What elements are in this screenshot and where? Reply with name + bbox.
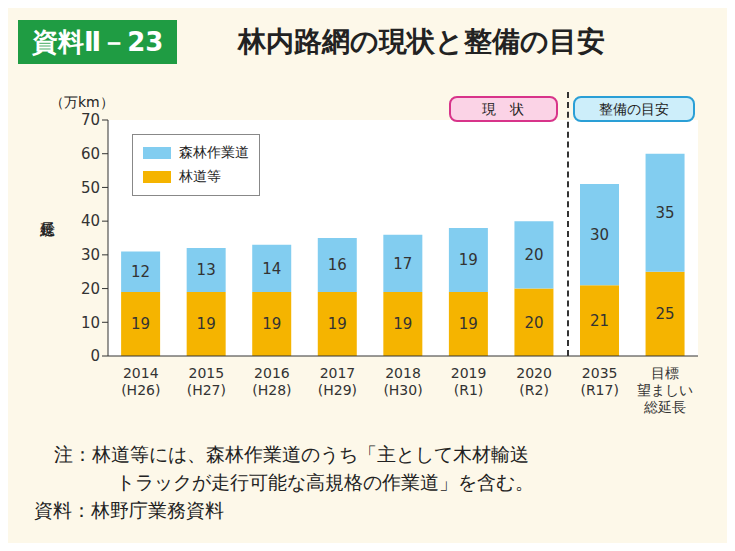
svg-text:総延長: 総延長 bbox=[643, 399, 686, 415]
html-text:トラックが走行可能な高規格の作業道」を含む。: トラックが走行可能な高規格の作業道」を含む。 bbox=[116, 471, 534, 493]
svg-text:2015: 2015 bbox=[189, 365, 225, 381]
svg-text:30: 30 bbox=[590, 226, 609, 244]
svg-text:(R2): (R2) bbox=[519, 382, 549, 398]
svg-text:(R1): (R1) bbox=[454, 382, 484, 398]
html-text:現 状: 現 状 bbox=[482, 101, 525, 117]
svg-text:35: 35 bbox=[656, 204, 675, 222]
svg-text:2019: 2019 bbox=[451, 365, 487, 381]
svg-text:30: 30 bbox=[81, 246, 100, 264]
html-text:整備の目安: 整備の目安 bbox=[599, 101, 670, 117]
html-text:資料：林野庁業務資料: 資料：林野庁業務資料 bbox=[34, 499, 224, 521]
svg-text:70: 70 bbox=[81, 111, 100, 129]
html-text:資料Ⅱ－23: 資料Ⅱ－23 bbox=[32, 27, 164, 57]
svg-text:(R17): (R17) bbox=[580, 382, 618, 398]
svg-text:19: 19 bbox=[197, 315, 216, 333]
svg-text:望ましい: 望ましい bbox=[637, 382, 693, 398]
svg-text:20: 20 bbox=[524, 246, 543, 264]
svg-text:40: 40 bbox=[81, 212, 100, 230]
svg-text:21: 21 bbox=[590, 312, 609, 330]
svg-text:16: 16 bbox=[328, 256, 347, 274]
svg-text:(H27): (H27) bbox=[187, 382, 226, 398]
svg-text:2020: 2020 bbox=[516, 365, 552, 381]
html-text:森林作業道: 森林作業道 bbox=[179, 144, 249, 160]
svg-text:(H26): (H26) bbox=[121, 382, 160, 398]
svg-text:12: 12 bbox=[131, 263, 150, 281]
svg-text:60: 60 bbox=[81, 145, 100, 163]
svg-text:13: 13 bbox=[197, 261, 216, 279]
svg-text:19: 19 bbox=[262, 315, 281, 333]
svg-text:2016: 2016 bbox=[254, 365, 290, 381]
html-text:林道等: 林道等 bbox=[179, 168, 221, 184]
svg-text:14: 14 bbox=[262, 260, 281, 278]
svg-text:17: 17 bbox=[393, 255, 412, 273]
svg-text:(H29): (H29) bbox=[318, 382, 357, 398]
svg-text:(H30): (H30) bbox=[383, 382, 422, 398]
svg-text:0: 0 bbox=[90, 347, 100, 365]
svg-text:20: 20 bbox=[524, 314, 543, 332]
svg-text:19: 19 bbox=[393, 315, 412, 333]
svg-text:20: 20 bbox=[81, 280, 100, 298]
svg-text:19: 19 bbox=[131, 315, 150, 333]
html-text:林内路網の現状と整備の目安: 林内路網の現状と整備の目安 bbox=[238, 25, 605, 58]
svg-text:目標: 目標 bbox=[651, 365, 679, 381]
svg-text:10: 10 bbox=[81, 314, 100, 332]
svg-text:25: 25 bbox=[656, 305, 675, 323]
svg-text:2014: 2014 bbox=[123, 365, 159, 381]
html-text:（万km）: （万km） bbox=[50, 94, 114, 110]
svg-text:(H28): (H28) bbox=[252, 382, 291, 398]
svg-text:2017: 2017 bbox=[320, 365, 356, 381]
svg-text:19: 19 bbox=[459, 315, 478, 333]
svg-text:50: 50 bbox=[81, 179, 100, 197]
svg-text:2035: 2035 bbox=[582, 365, 618, 381]
svg-text:2018: 2018 bbox=[385, 365, 421, 381]
svg-text:19: 19 bbox=[459, 251, 478, 269]
svg-text:19: 19 bbox=[328, 315, 347, 333]
html-text:注：林道等には、森林作業道のうち「主として木材輸送: 注：林道等には、森林作業道のうち「主として木材輸送 bbox=[54, 443, 529, 465]
